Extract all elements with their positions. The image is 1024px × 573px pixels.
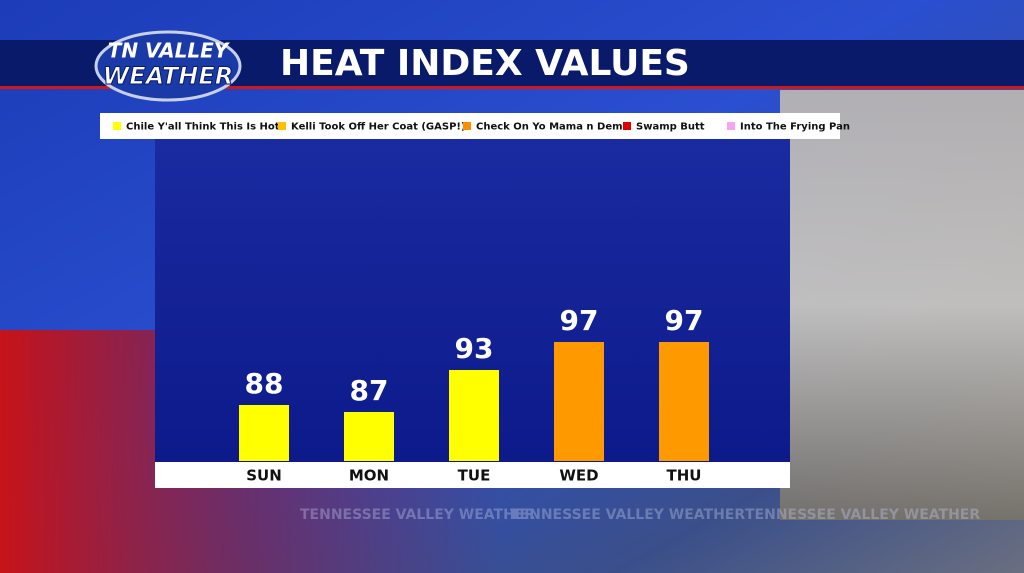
x-tick-label: SUN <box>246 467 282 485</box>
header-rule <box>0 86 1024 89</box>
legend-swatch <box>463 122 471 130</box>
legend-label: Check On Yo Mama n Dem <box>476 122 623 133</box>
logo-badge <box>94 30 242 102</box>
watermark: TENNESSEE VALLEY WEATHER <box>300 507 535 523</box>
category-band <box>155 462 790 488</box>
bar <box>659 342 709 461</box>
x-tick-label: TUE <box>458 467 491 485</box>
legend-label: Swamp Butt <box>636 122 705 133</box>
x-tick-label: WED <box>559 467 598 485</box>
legend-swatch <box>623 122 631 130</box>
value-label: 88 <box>245 367 284 400</box>
value-label: 97 <box>665 304 704 337</box>
legend-swatch <box>113 122 121 130</box>
bar <box>554 342 604 461</box>
watermark: TENNESSEE VALLEY WEATHER <box>745 507 980 523</box>
chart-title: HEAT INDEX VALUES <box>280 43 690 84</box>
x-tick-label: MON <box>349 467 389 485</box>
watermark-group: TENNESSEE VALLEY WEATHER TENNESSEE VALLE… <box>300 507 980 523</box>
legend-label: Kelli Took Off Her Coat (GASP!) <box>291 122 466 133</box>
legend-label: Chile Y'all Think This Is Hot? <box>126 122 286 133</box>
value-label: 87 <box>350 374 389 407</box>
value-label: 93 <box>455 332 494 365</box>
legend-swatch <box>278 122 286 130</box>
logo-line2: WEATHER <box>103 62 233 90</box>
value-label: 97 <box>560 304 599 337</box>
bar <box>449 370 499 461</box>
bar <box>239 405 289 461</box>
logo-line1: TN VALLEY <box>108 39 231 63</box>
watermark: TENNESSEE VALLEY WEATHER <box>510 507 745 523</box>
bridge-photo <box>780 90 1024 520</box>
legend-swatch <box>727 122 735 130</box>
x-tick-label: THU <box>667 467 702 485</box>
bar <box>344 412 394 461</box>
legend-label: Into The Frying Pan <box>740 122 850 133</box>
